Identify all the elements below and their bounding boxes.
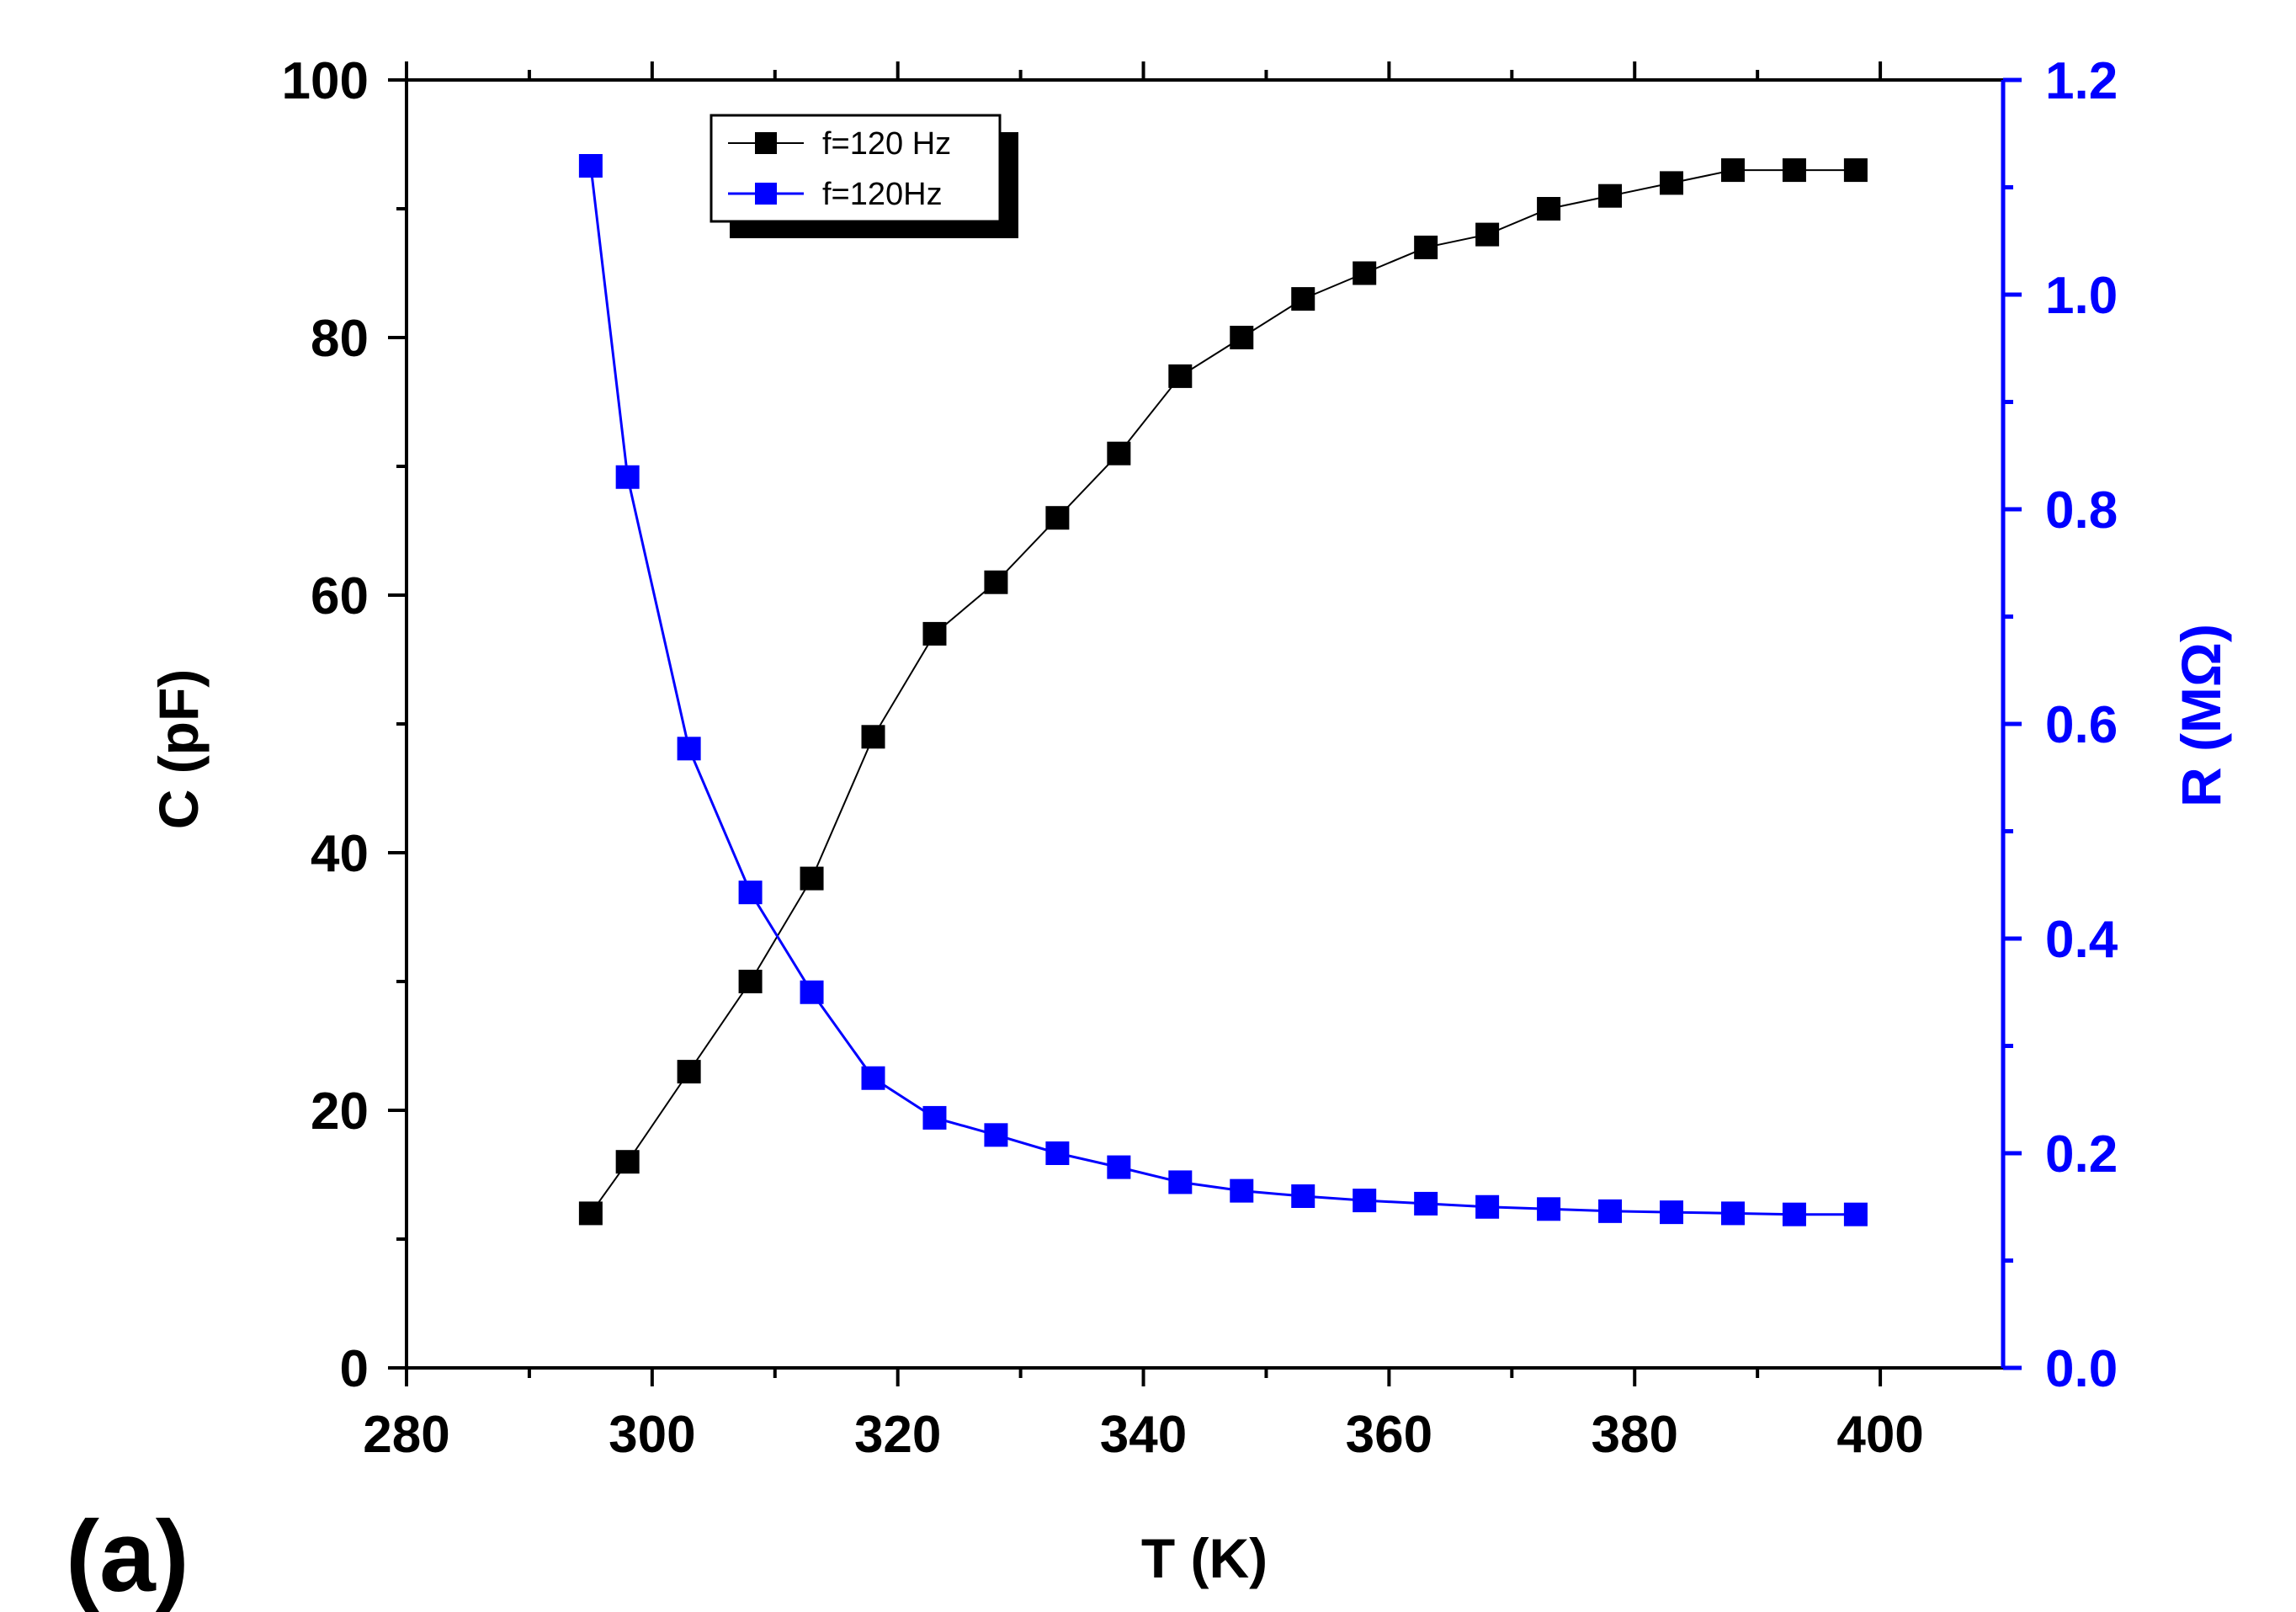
series-0-point-20: [1782, 158, 1806, 183]
series-1-point-20: [1782, 1202, 1806, 1226]
y-tick-label-100: 100: [282, 52, 369, 110]
series-0-point-13: [1353, 261, 1377, 285]
series-0-point-15: [1475, 222, 1500, 247]
x-tick-label-360: 360: [1346, 1406, 1432, 1464]
series-1-point-6: [922, 1105, 947, 1130]
series-0-point-16: [1537, 197, 1561, 221]
legend: f=120 Hz f=120Hz: [710, 114, 1018, 238]
y2-tick-label-0: 0.0: [2045, 1340, 2118, 1398]
y-tick-label-20: 20: [311, 1083, 369, 1141]
series-0-point-17: [1598, 184, 1623, 208]
series-lines: [589, 165, 1856, 1216]
y-tick-label-40: 40: [311, 825, 369, 883]
series-1-point-8: [1045, 1141, 1070, 1165]
series-1-point-7: [984, 1123, 1008, 1147]
y2-tick-label-3: 0.6: [2045, 696, 2118, 754]
series-1-point-4: [800, 980, 824, 1004]
x-tick-label-320: 320: [854, 1406, 941, 1464]
series-0-point-14: [1414, 235, 1438, 259]
series-1-point-21: [1843, 1202, 1868, 1226]
series-line-1: [589, 165, 1856, 1216]
y2-tick-label-2: 0.4: [2045, 911, 2118, 969]
y2-tick-label-6: 1.2: [2045, 52, 2118, 110]
x-tick-label-340: 340: [1100, 1406, 1187, 1464]
series-0-point-18: [1660, 171, 1684, 195]
series-1-point-3: [738, 880, 763, 905]
panel-label: (a): [66, 1500, 189, 1612]
y2-tick-label-5: 1.0: [2045, 267, 2118, 325]
series-1-point-5: [861, 1066, 885, 1090]
y-tick-label-60: 60: [311, 567, 369, 625]
series-0-point-8: [1045, 506, 1070, 530]
plot-frame: [405, 78, 2005, 1370]
series-1-point-0: [578, 154, 603, 178]
y2-axis-title: R (MΩ): [2170, 624, 2232, 807]
series-0-point-4: [800, 866, 824, 891]
axes-ticks: 280 300 320 340 360 380 400 0 20 40 60 80 100 0.0 0.2 0…: [282, 52, 2118, 1464]
x-axis-title: T (K): [1141, 1527, 1268, 1589]
series-1-point-9: [1107, 1155, 1131, 1179]
series-0-point-9: [1107, 441, 1131, 466]
y2-tick-label-4: 0.8: [2045, 481, 2118, 540]
series-1-point-18: [1660, 1200, 1684, 1225]
series-markers: [578, 154, 1868, 1226]
series-0-point-1: [615, 1150, 640, 1174]
series-1-point-16: [1537, 1197, 1561, 1221]
series-0-point-21: [1843, 158, 1868, 183]
legend-label-resistance: f=120Hz: [822, 177, 943, 212]
x-tick-label-300: 300: [609, 1406, 695, 1464]
series-1-point-19: [1720, 1201, 1745, 1226]
series-1-point-14: [1414, 1191, 1438, 1216]
legend-marker-resistance: [755, 183, 777, 205]
series-1-point-1: [615, 465, 640, 489]
y-tick-label-0: 0: [340, 1340, 369, 1398]
series-1-point-11: [1230, 1178, 1254, 1203]
series-1-point-2: [677, 737, 701, 761]
y2-tick-label-1: 0.2: [2045, 1125, 2118, 1184]
y-axis-title: C (pF): [147, 669, 210, 830]
legend-marker-capacitance: [755, 132, 777, 154]
series-0-point-6: [922, 621, 947, 646]
series-0-point-0: [578, 1201, 603, 1226]
series-1-point-13: [1353, 1189, 1377, 1213]
series-0-point-2: [677, 1060, 701, 1084]
series-0-point-5: [861, 725, 885, 749]
series-0-point-7: [984, 570, 1008, 594]
series-1-point-15: [1475, 1194, 1500, 1219]
legend-label-capacitance: f=120 Hz: [822, 126, 951, 162]
y-tick-label-80: 80: [311, 310, 369, 368]
x-tick-label-400: 400: [1836, 1406, 1923, 1464]
series-0-point-3: [738, 970, 763, 993]
series-line-0: [590, 169, 1856, 1214]
x-tick-label-380: 380: [1592, 1406, 1678, 1464]
x-tick-label-280: 280: [363, 1406, 449, 1464]
series-1-point-12: [1291, 1184, 1315, 1208]
series-0-point-10: [1168, 364, 1193, 388]
series-1-point-10: [1168, 1170, 1193, 1194]
series-0-point-12: [1291, 287, 1315, 311]
series-1-point-17: [1598, 1199, 1623, 1223]
series-0-point-19: [1720, 158, 1745, 183]
series-0-point-11: [1230, 326, 1254, 349]
